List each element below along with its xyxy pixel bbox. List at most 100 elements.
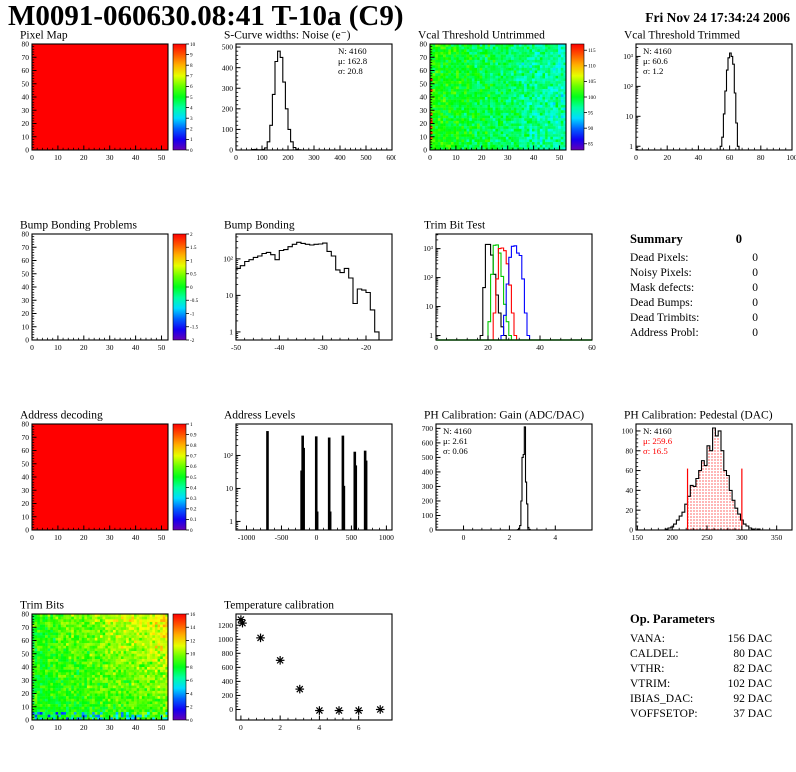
svg-text:70: 70 [22,243,30,252]
stats-line: N: 4160 [643,46,672,56]
svg-text:20: 20 [626,506,634,515]
stats-line: σ: 20.8 [338,66,363,76]
svg-text:10²: 10² [623,82,634,91]
svg-text:-50: -50 [231,343,241,352]
svg-text:200: 200 [222,104,234,113]
svg-text:-40: -40 [274,343,284,352]
svg-text:60: 60 [626,466,634,475]
svg-text:0.6: 0.6 [190,464,197,470]
svg-text:1000: 1000 [379,533,394,542]
addr_decoding-svg: 0 10 20 30 40 50 0 10 20 30 40 50 60 70 80 0 0.1 0.2 0.3 0.… [20,410,197,543]
svg-text:-30: -30 [318,343,328,352]
svg-text:20: 20 [663,153,671,162]
svg-text:4: 4 [553,533,557,542]
svg-text:-500: -500 [275,533,289,542]
svg-text:115: 115 [588,48,596,54]
summary-heading-value: 0 [735,232,742,246]
svg-text:0: 0 [423,146,427,155]
summary-label: Mask defects: [630,282,695,294]
svg-text:2: 2 [508,533,512,542]
svg-text:700: 700 [422,424,434,433]
trim_bits-svg: 0 10 20 30 40 5001020304050607080024681012141… [20,600,196,733]
svg-text:7: 7 [190,74,193,80]
svg-text:2: 2 [190,232,193,238]
svg-text:40: 40 [536,343,544,352]
svg-text:40: 40 [530,153,538,162]
svg-text:0: 0 [25,146,29,155]
svg-text:60: 60 [22,446,30,455]
svg-text:100: 100 [222,125,234,134]
svg-text:300: 300 [222,84,234,93]
svg-text:10: 10 [426,302,434,311]
chart-title: Vcal Threshold Trimmed [624,30,740,42]
svg-text:100: 100 [422,511,434,520]
summary-value: 0 [752,282,758,294]
svg-text:-1.5: -1.5 [190,325,198,331]
svg-text:50: 50 [158,533,166,542]
svg-text:70: 70 [22,433,30,442]
svg-text:500: 500 [360,153,372,162]
trim-bit-test-chart: 0 20 40 60 1 10 10² 10³ Trim Bit Test [400,218,596,383]
svg-text:10: 10 [626,112,634,121]
svg-text:50: 50 [420,79,428,88]
svg-text:-0.5: -0.5 [190,298,198,304]
svg-text:0: 0 [634,153,638,162]
svg-text:1: 1 [190,137,193,143]
svg-text:10: 10 [54,343,62,352]
stats-line: μ: 259.6 [643,436,673,446]
svg-text:0.7: 0.7 [190,454,197,460]
svg-text:10: 10 [22,512,30,521]
op-value: 37 DAC [733,708,772,720]
chart-title: Trim Bits [20,600,65,612]
svg-text:10: 10 [22,322,30,331]
svg-text:30: 30 [22,106,30,115]
stats-line: N: 4160 [643,426,672,436]
svg-text:8: 8 [190,63,193,69]
op-label: VANA: [630,633,665,645]
svg-text:1: 1 [190,422,193,428]
svg-text:0.5: 0.5 [190,475,197,481]
svg-text:20: 20 [484,343,492,352]
svg-text:40: 40 [626,486,634,495]
chart-title: Bump Bonding Problems [20,220,137,232]
svg-text:50: 50 [22,459,30,468]
op-row-voffsetop: VOFFSETOP: 37 DAC [630,707,772,722]
op-value: 102 DAC [727,678,772,690]
op-parameters-block: Op. Parameters VANA: 156 DAC CALDEL: 80 … [630,612,790,722]
svg-text:30: 30 [22,296,30,305]
op-parameters-heading-label: Op. Parameters [630,612,715,626]
chart-title: Vcal Threshold Untrimmed [418,30,545,42]
chart-title: Pixel Map [20,30,68,42]
stats-line: μ: 162.8 [338,56,368,66]
op-parameters-heading: Op. Parameters [630,612,772,627]
svg-text:500: 500 [222,43,234,52]
svg-text:0.1: 0.1 [190,517,197,523]
op-row-vana: VANA: 156 DAC [630,632,772,647]
op-row-caldel: CALDEL: 80 DAC [630,647,772,662]
summary-label: Address Probl: [630,327,699,339]
svg-text:90: 90 [588,126,594,132]
summary-row-dead-bumps: Dead Bumps: 0 [630,296,758,311]
op-row-vthr: VTHR: 82 DAC [630,662,772,677]
timestamp: Fri Nov 24 17:34:24 2006 [645,10,790,25]
svg-text:1: 1 [429,331,433,340]
svg-text:40: 40 [695,153,703,162]
op-value: 80 DAC [733,648,772,660]
svg-text:20: 20 [22,309,30,318]
bump-problems-chart: 0 10 20 30 40 50 0 10 20 30 40 50 60 70 80 -2 -1.5 -1 -0.5… [2,218,198,383]
svg-text:10: 10 [190,42,196,48]
bump_bonding-svg: -50 -40 -30 -20 1 10 10² Bump Bonding [223,220,393,352]
svg-text:80: 80 [420,40,428,49]
svg-text:0: 0 [190,285,193,291]
svg-text:2: 2 [190,127,193,133]
summary-label: Dead Trimbits: [630,312,700,324]
op-value: 156 DAC [727,633,772,645]
page-title: M0091-060630.08:41 T-10a (C9) [8,0,404,32]
svg-text:30: 30 [22,486,30,495]
summary-row-mask-defects: Mask defects: 0 [630,281,758,296]
summary-row-dead-pixels: Dead Pixels: 0 [630,251,758,266]
summary-row-dead-trimbits: Dead Trimbits: 0 [630,311,758,326]
